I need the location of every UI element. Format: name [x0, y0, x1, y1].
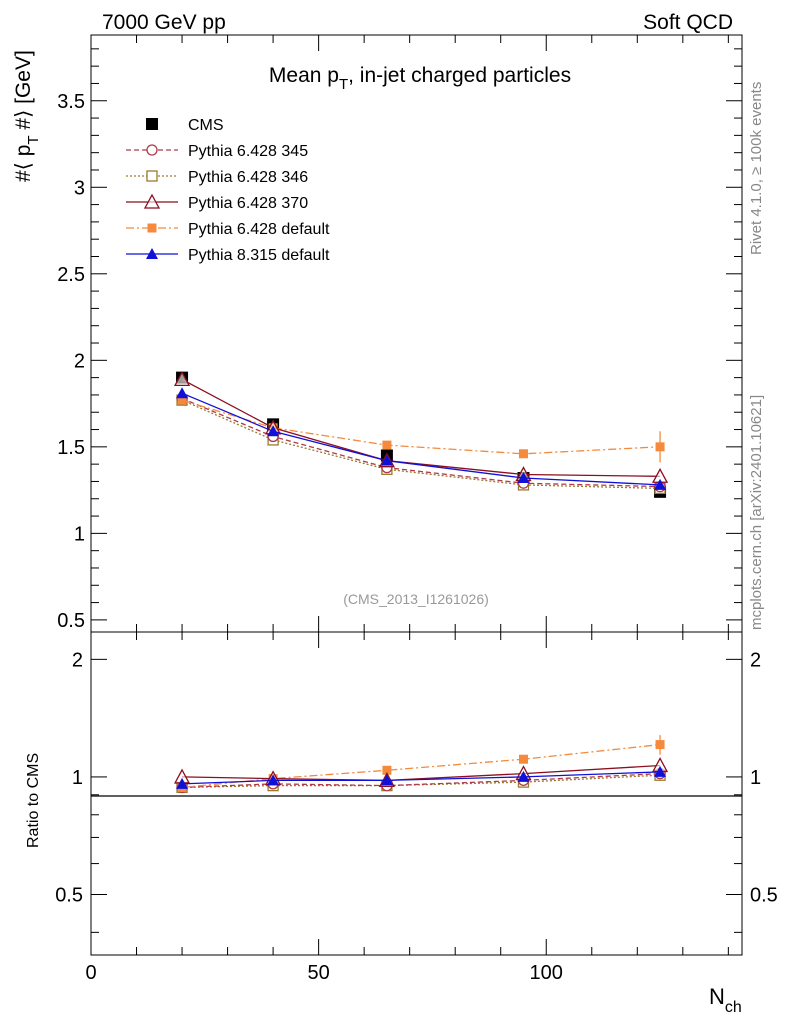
y-tick-label: 2.5 — [57, 264, 85, 286]
point-pythia-6-428-default — [655, 442, 665, 452]
main-series-layer — [173, 370, 669, 498]
ratio-y-tick-label-left: 1 — [72, 767, 83, 789]
point-pythia-8-315-default — [267, 425, 280, 437]
mcplots-label: mcplots.cern.ch [arXiv:2401.10621] — [748, 395, 765, 630]
y-tick-label: 2 — [74, 350, 85, 372]
legend-label-pythia-6-428-346: Pythia 6.428 346 — [188, 169, 308, 186]
point-pythia-6-428-default — [177, 395, 187, 405]
point-pythia-6-428-default — [518, 449, 528, 459]
y-tick-label: 1 — [74, 523, 85, 545]
legend-item-cms: CMS — [146, 117, 224, 134]
ratio-panel-frame — [90, 631, 743, 956]
ratio-point-pythia-8-315-default — [267, 774, 280, 786]
legend: CMS Pythia 6.428 345 Pythia 6.428 346 Pythi… — [126, 117, 330, 264]
legend-marker-pythia-6-428-370 — [143, 193, 161, 209]
legend-item-pythia-6-428-370: Pythia 6.428 370 — [126, 193, 308, 212]
legend-marker-pythia-6-428-345 — [146, 144, 158, 156]
ratio-series-layer — [173, 735, 669, 794]
legend-item-pythia-6-428-346: Pythia 6.428 346 — [126, 169, 308, 186]
point-pythia-6-428-370 — [173, 370, 191, 387]
point-pythia-8-315-default — [176, 387, 189, 399]
x-tick-label: 100 — [530, 962, 563, 984]
ratio-point-pythia-8-315-default — [654, 765, 667, 777]
y-tick-label: 3 — [74, 177, 85, 199]
legend-marker-pythia-8-315-default — [146, 248, 158, 259]
legend-marker-cms — [146, 118, 158, 130]
ratio-y-axis-label: Ratio to CMS — [25, 753, 42, 848]
series-line-pythia-6-428-345 — [181, 397, 661, 488]
ratio-y-tick-label-left: 2 — [72, 649, 83, 671]
analysis-id: (CMS_2013_I1261026) — [343, 591, 489, 607]
legend-marker-pythia-6-428-346 — [146, 170, 158, 182]
header-left: 7000 GeV pp — [102, 11, 226, 34]
y-tick-label: 3.5 — [57, 91, 85, 113]
y-tick-label: 1.5 — [57, 437, 85, 459]
series-line-pythia-6-428-default — [181, 399, 661, 455]
legend-label-pythia-6-428-370: Pythia 6.428 370 — [188, 195, 308, 212]
legend-label-pythia-6-428-default: Pythia 6.428 default — [188, 221, 330, 238]
legend-label-pythia-8-315-default: Pythia 8.315 default — [188, 247, 330, 264]
x-axis-label: Nch — [709, 984, 742, 1016]
ratio-y-tick-label-right: 0.5 — [750, 885, 778, 907]
ratio-point-pythia-6-428-default — [655, 740, 665, 750]
ratio-line-pythia-6-428-default — [181, 743, 661, 789]
legend-item-pythia-6-428-345: Pythia 6.428 345 — [126, 143, 308, 160]
ratio-point-pythia-8-315-default — [380, 774, 393, 786]
point-pythia-8-315-default — [380, 454, 393, 466]
ratio-y-tick-label-right: 2 — [750, 649, 761, 671]
header-right: Soft QCD — [643, 11, 733, 34]
y-tick-label: 0.5 — [57, 610, 85, 632]
legend-label-cms: CMS — [188, 117, 224, 134]
main-y-axis: 0.5 1 1.5 2 2.5 3 3.5 — [57, 48, 742, 632]
point-pythia-8-315-default — [517, 471, 530, 483]
ratio-y-tick-label-left: 0.5 — [55, 885, 83, 907]
legend-marker-pythia-6-428-default — [147, 223, 157, 233]
ratio-point-pythia-8-315-default — [517, 770, 530, 782]
rivet-label: Rivet 4.1.0, ≥ 100k events — [748, 82, 765, 255]
point-pythia-6-428-default — [382, 440, 392, 450]
x-axis: 0 50 100 — [85, 35, 729, 984]
legend-item-pythia-8-315-default: Pythia 8.315 default — [126, 247, 330, 264]
x-tick-label: 50 — [307, 962, 329, 984]
legend-label-pythia-6-428-345: Pythia 6.428 345 — [188, 143, 308, 160]
ratio-point-pythia-6-428-default — [382, 765, 392, 775]
ratio-y-axis: 0.5 0.5 1 1 2 2 — [55, 649, 778, 933]
y-axis-label: #⟨ pT #⟩ [GeV] — [12, 50, 42, 182]
ratio-line-pythia-6-428-370 — [181, 764, 661, 782]
ratio-y-tick-label-right: 1 — [750, 767, 761, 789]
point-pythia-8-315-default — [654, 478, 667, 490]
series-line-pythia-6-428-370 — [181, 378, 661, 477]
chart-title: Mean pT, in-jet charged particles — [269, 64, 571, 93]
ratio-point-pythia-6-428-default — [518, 754, 528, 764]
x-tick-label: 0 — [85, 962, 96, 984]
ratio-point-pythia-8-315-default — [176, 777, 189, 789]
legend-item-pythia-6-428-default: Pythia 6.428 default — [126, 221, 330, 238]
